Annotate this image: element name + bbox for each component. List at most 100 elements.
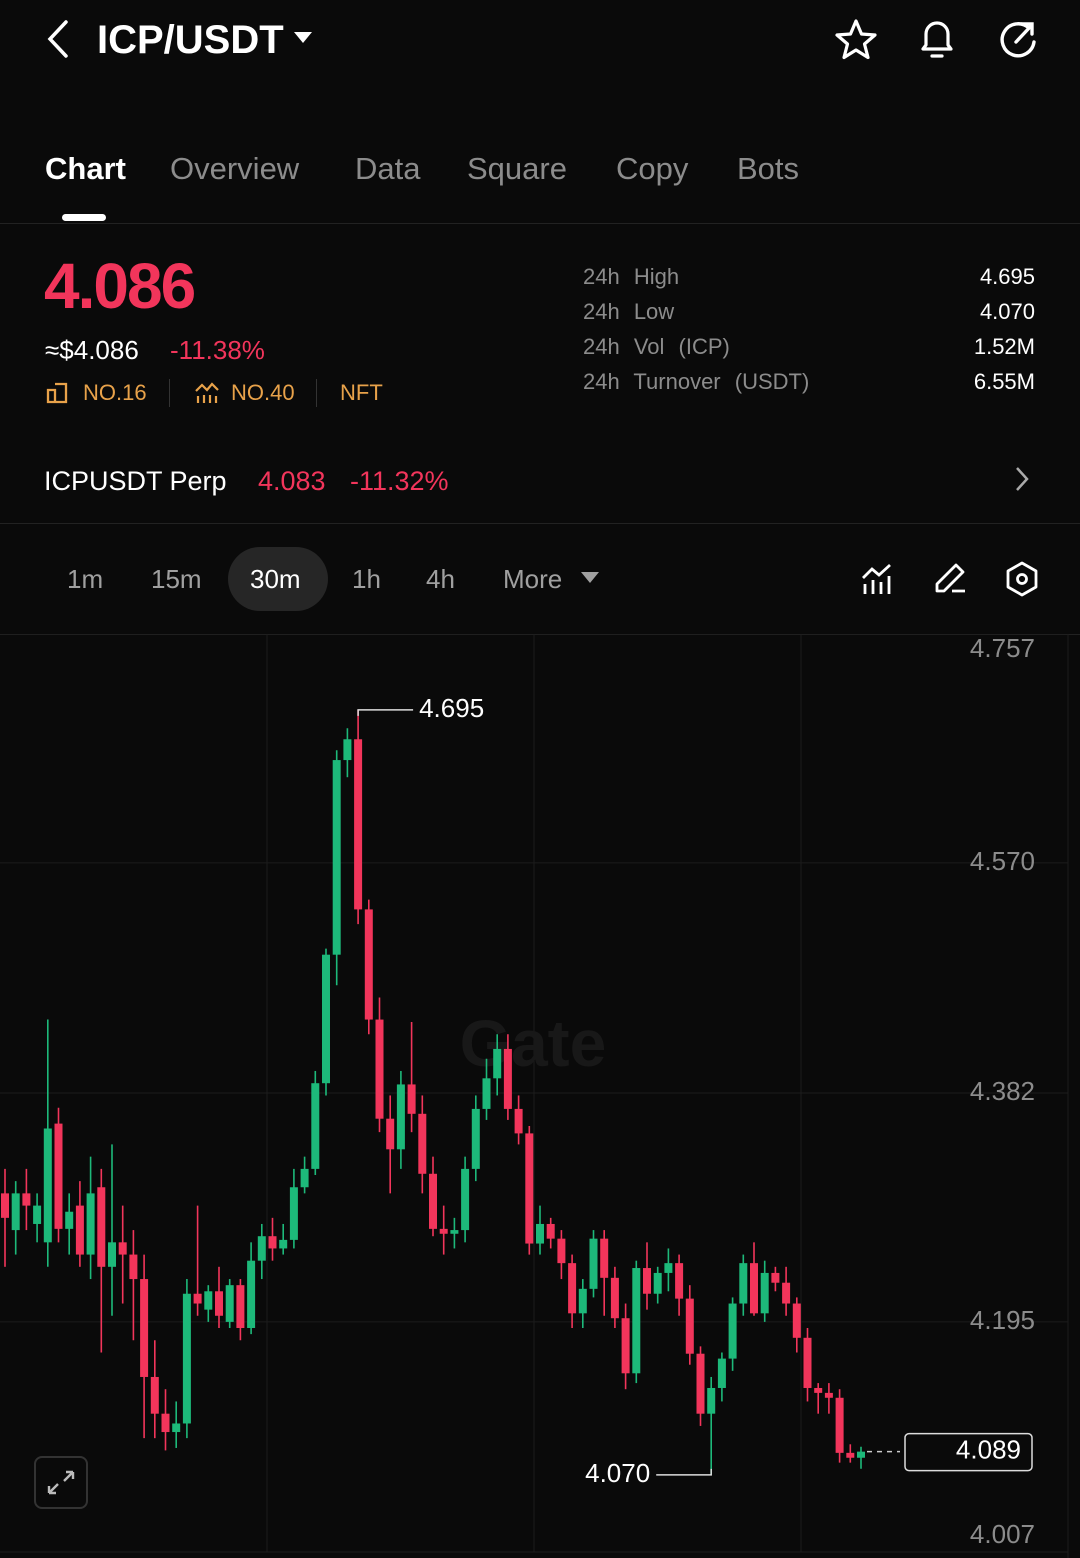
candle-body [375,1019,384,1119]
divider [0,523,1080,524]
stat-label: 24h Turnover (USDT) [583,369,810,394]
candle-body [129,1254,138,1280]
candle-body [439,1228,448,1234]
candle-body [546,1223,555,1239]
candle-body [750,1263,758,1314]
candle-body [685,1298,694,1354]
trend-icon [195,382,219,403]
stat-label: 24h High [583,264,680,289]
candle-body [514,1108,523,1134]
candle-body [236,1285,245,1329]
candle-body [782,1282,791,1304]
pair-title[interactable]: ICP/USDT [97,18,284,62]
last-price-label: 4.089 [956,1435,1021,1465]
candle-body [364,909,373,1020]
high-pointer [357,709,414,716]
y-tick-label: 4.757 [970,634,1035,663]
indicator-icon[interactable] [860,562,894,596]
settings-icon[interactable] [1004,560,1040,598]
candle-body [771,1272,780,1283]
candle-body [739,1263,748,1304]
stat-value: 6.55M [973,369,1035,394]
y-tick-label: 4.382 [970,1076,1035,1106]
candle-body [728,1303,737,1359]
candle-body [204,1291,213,1310]
candle-body [22,1193,31,1206]
candle-body [568,1263,577,1314]
more-dropdown[interactable] [580,571,600,585]
rank-badge[interactable]: NO.40 [231,380,295,405]
stat-label: 24h Low [583,299,675,324]
tab[interactable]: Data [355,151,421,186]
candle-body [193,1293,202,1304]
candle-body [525,1133,534,1244]
candle-body [322,954,330,1084]
candle-body [717,1358,726,1388]
stat-value: 1.52M [973,334,1035,359]
perp-name[interactable]: ICPUSDT Perp [44,466,227,496]
interval-more[interactable]: More [503,564,563,594]
stat-value: 4.695 [979,264,1035,289]
candle-body [450,1230,459,1234]
y-tick-label: 4.007 [970,1519,1035,1549]
candle-body [835,1397,844,1453]
rank-badge[interactable]: NO.16 [83,380,147,405]
chevron-right[interactable] [1010,464,1034,494]
candle-body [621,1318,630,1374]
candle-body [289,1187,298,1240]
star-icon[interactable] [834,18,878,62]
interval[interactable]: 1m [67,564,104,594]
interval[interactable]: 4h [426,564,455,594]
price-change: -11.38% [170,335,265,365]
candle-body [172,1423,181,1433]
nft-badge[interactable]: NFT [340,380,383,405]
candle-body [803,1337,812,1388]
tab[interactable]: Chart [45,151,126,186]
back-icon[interactable] [40,18,80,62]
candle-body [461,1168,470,1231]
tab[interactable]: Square [467,151,567,186]
candle-body [610,1277,619,1319]
candle-body [150,1376,159,1414]
interval[interactable]: 15m [151,564,202,594]
candle-body [86,1193,95,1255]
candle-body [65,1211,74,1229]
candle-body [536,1223,544,1244]
expand-icon [47,1470,75,1495]
fiat-price: ≈$4.086 [45,335,139,365]
candle-body [140,1279,149,1377]
candle-body [332,760,341,955]
candle-body [824,1392,833,1398]
tab[interactable]: Bots [737,151,800,186]
tab[interactable]: Overview [170,151,300,186]
candle-body [118,1242,127,1255]
candle-body [653,1272,662,1294]
candle-body [396,1084,405,1150]
bell-icon[interactable] [915,16,959,62]
candle-body [33,1205,42,1224]
candle-body [675,1263,684,1299]
interval[interactable]: 1h [352,564,381,594]
candle-body [589,1238,598,1289]
candle-body [279,1239,288,1249]
high-label: 4.695 [419,693,484,723]
tab-indicator [62,214,106,221]
last-price-box [904,1432,1033,1472]
expand-button[interactable] [34,1456,88,1509]
draw-icon[interactable] [932,560,968,596]
candle-body [707,1387,716,1414]
candle-body [343,739,352,761]
pair-dropdown[interactable] [292,30,314,46]
candle-body [182,1293,191,1424]
tab[interactable]: Copy [616,151,689,186]
candle-body [493,1048,502,1079]
candle-body [215,1291,223,1316]
watermark: Gate [460,1006,607,1080]
candle-body [846,1452,855,1458]
refresh-icon[interactable] [996,18,1040,62]
interval[interactable]: 30m [250,564,301,594]
candle-body [792,1303,801,1338]
candle-body [482,1078,491,1109]
candle-body [75,1205,84,1255]
